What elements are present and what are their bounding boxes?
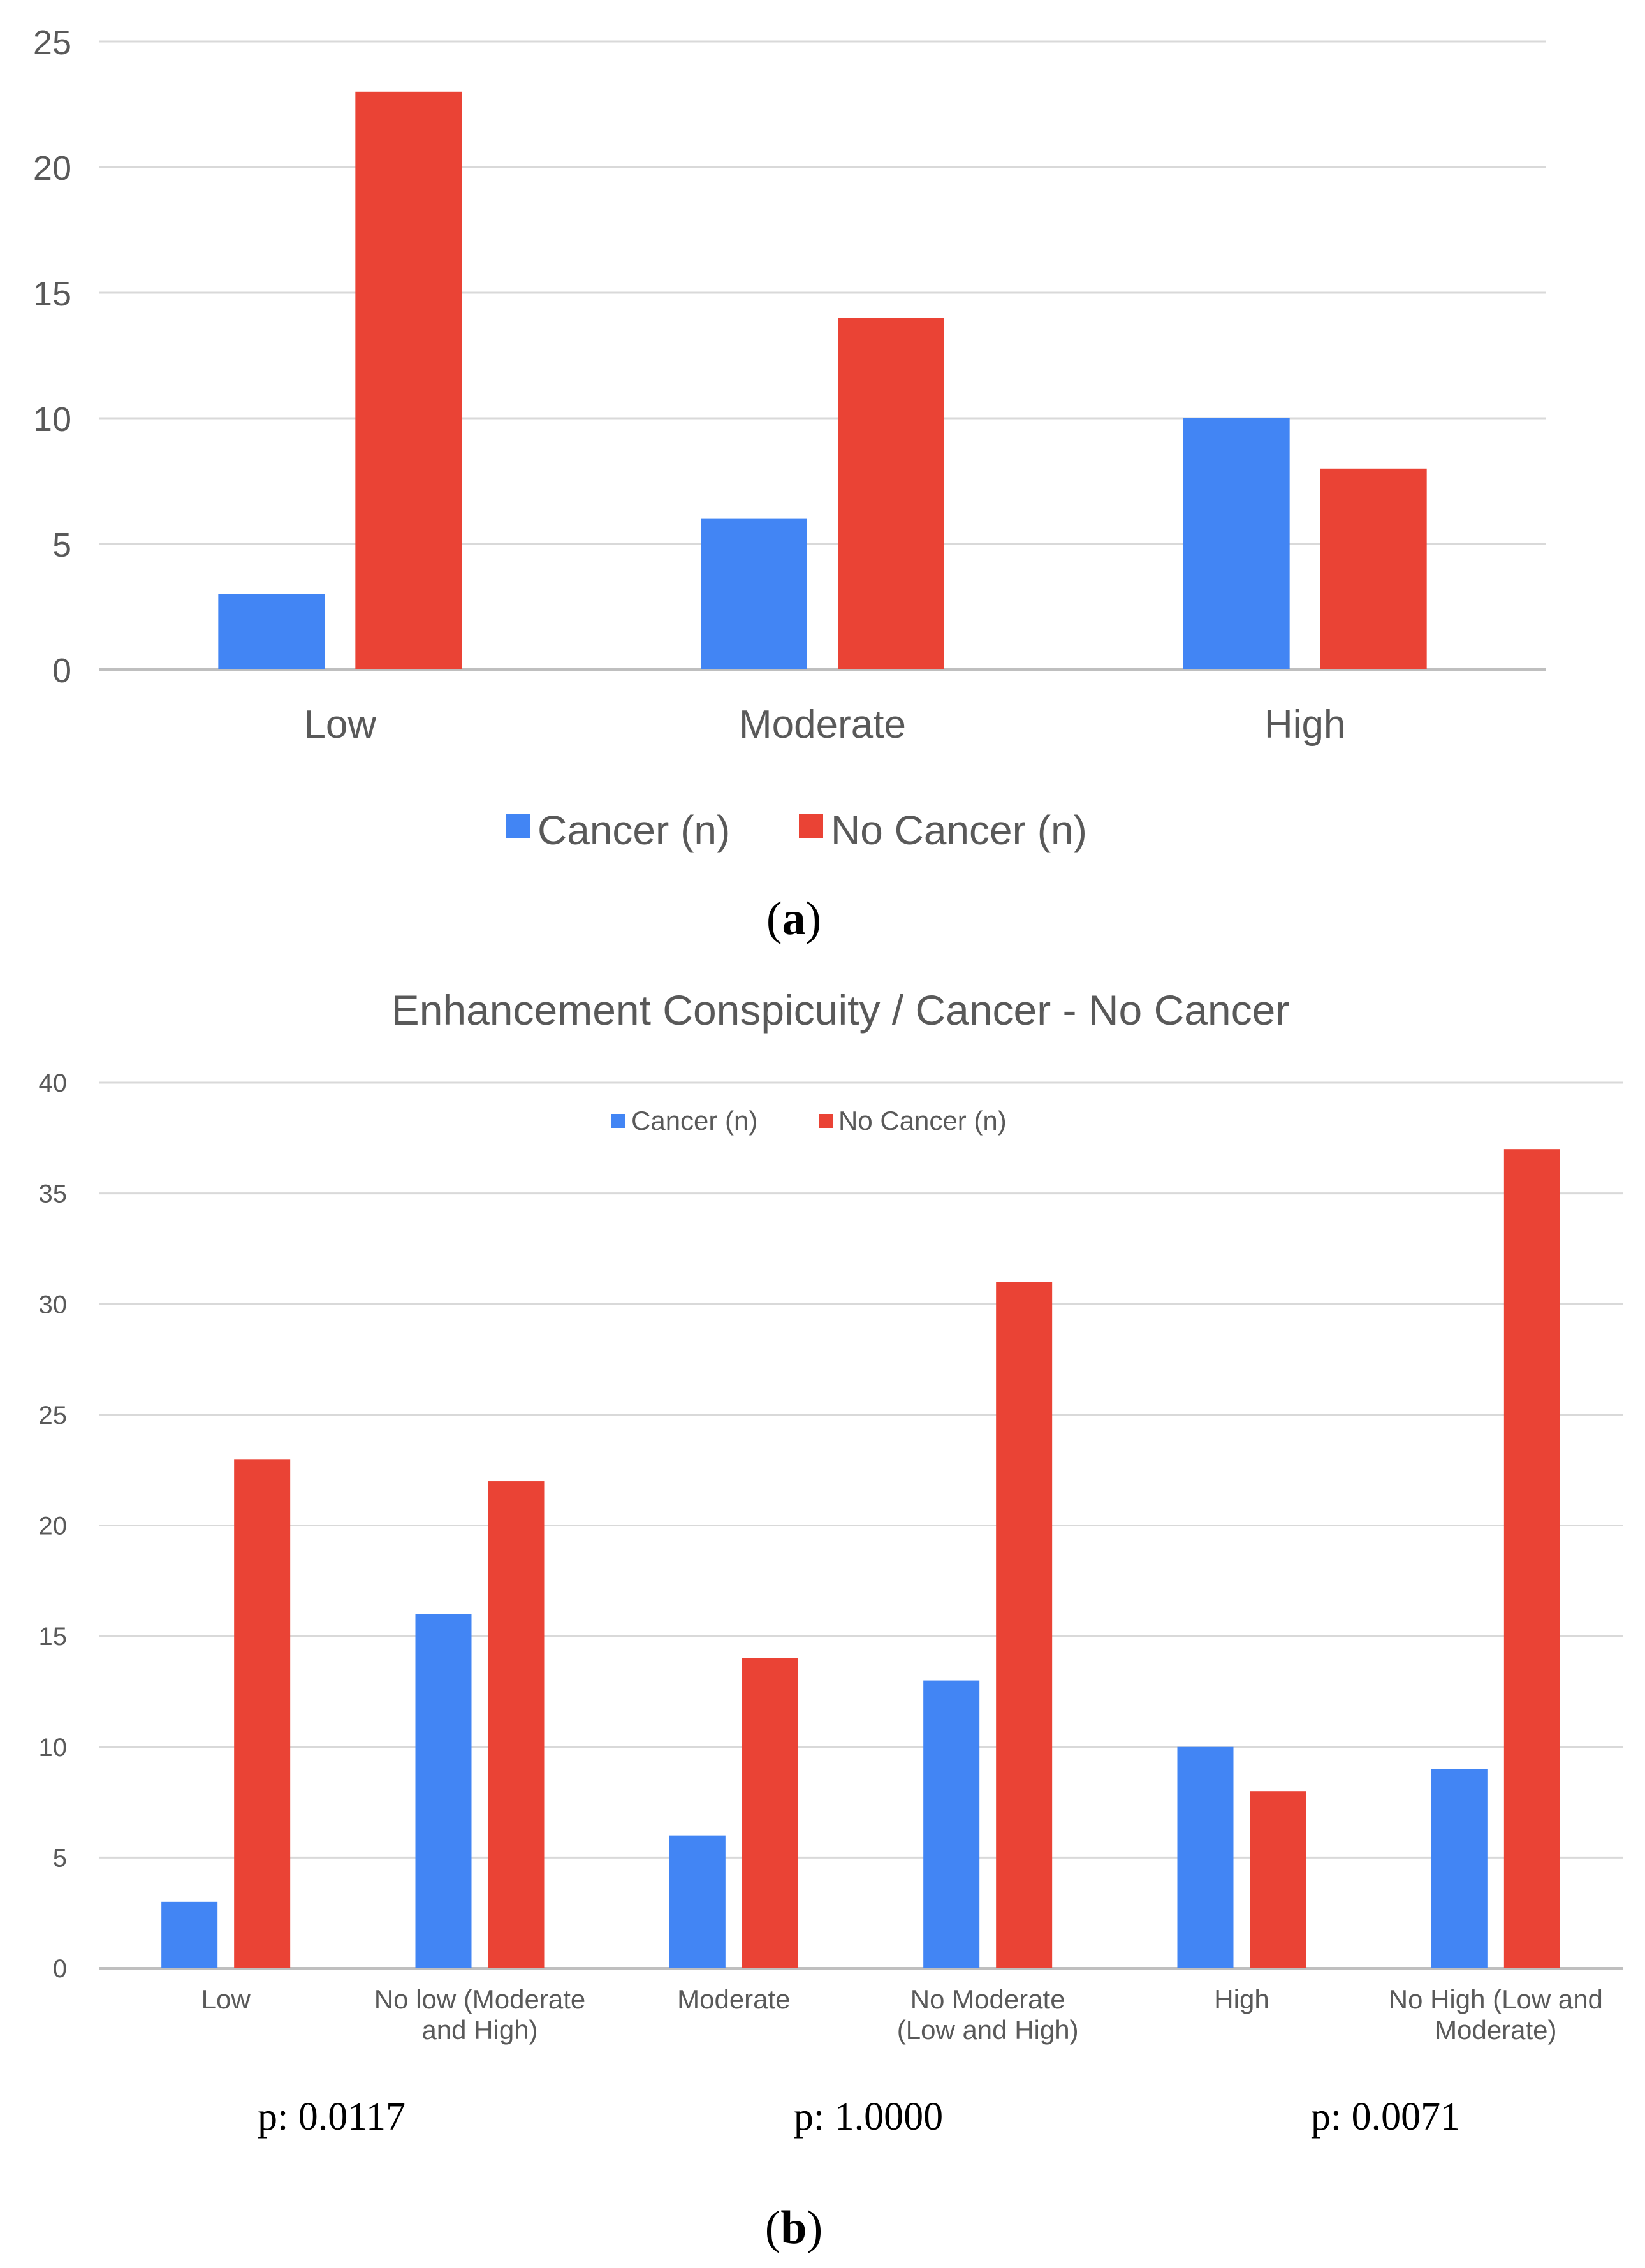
y-tick-label: 0 bbox=[53, 1955, 67, 1983]
chart-panel-b: Enhancement Conspicuity / Cancer - No Ca… bbox=[39, 986, 1623, 2254]
y-tick-label: 0 bbox=[52, 652, 71, 690]
bar-no-cancer-low bbox=[234, 1459, 291, 1968]
legend-swatch-cancer bbox=[611, 1114, 625, 1128]
bars bbox=[161, 1149, 1560, 1968]
chart-panel-a: 0 5 10 15 20 25 Low Moderate High Cancer (n) No… bbox=[33, 24, 1546, 945]
x-category-label: High bbox=[1264, 703, 1346, 747]
x-category-label: Moderate bbox=[739, 703, 906, 747]
legend-label-cancer: Cancer (n) bbox=[631, 1106, 757, 1136]
x-category-label: No Moderate (Low and High) bbox=[897, 1984, 1079, 2045]
bar-cancer-moderate bbox=[669, 1835, 726, 1968]
bar-no-cancer-no-low-moderate-and-high bbox=[488, 1481, 545, 1968]
legend-swatch-cancer bbox=[506, 814, 530, 838]
legend-swatch-no-cancer bbox=[799, 814, 823, 838]
bar-cancer-high bbox=[1177, 1746, 1234, 1968]
y-axis-ticks: 0 5 10 15 20 25 30 35 40 bbox=[39, 1069, 68, 1983]
y-tick-label: 15 bbox=[39, 1623, 68, 1651]
y-tick-label: 30 bbox=[39, 1291, 68, 1319]
x-axis-categories: Low Moderate High bbox=[303, 703, 1345, 747]
y-tick-label: 5 bbox=[53, 1844, 67, 1872]
bars bbox=[218, 91, 1427, 670]
bar-no-cancer-high bbox=[1250, 1791, 1306, 1968]
y-tick-label: 35 bbox=[39, 1180, 68, 1208]
y-tick-label: 10 bbox=[33, 400, 71, 439]
bar-cancer-no-high-low-and-moderate bbox=[1431, 1769, 1488, 1968]
x-category-label: No low (Moderate and High) bbox=[374, 1984, 585, 2045]
x-category-label: Low bbox=[303, 703, 376, 747]
y-tick-label: 25 bbox=[33, 24, 71, 62]
y-tick-label: 15 bbox=[33, 275, 71, 313]
p-value-annotations: p: 0.0117 p: 1.0000 p: 0.0071 bbox=[258, 2095, 1460, 2139]
legend-swatch-no-cancer bbox=[819, 1114, 833, 1128]
p-value-moderate: p: 1.0000 bbox=[794, 2095, 943, 2139]
x-category-label: High bbox=[1214, 1984, 1269, 2014]
legend-label-no-cancer: No Cancer (n) bbox=[831, 807, 1087, 853]
x-category-label: No High (Low and Moderate) bbox=[1389, 1984, 1603, 2045]
bar-cancer-low bbox=[218, 594, 325, 669]
bar-cancer-low bbox=[161, 1901, 218, 1968]
y-tick-label: 20 bbox=[39, 1512, 68, 1540]
y-tick-label: 25 bbox=[39, 1401, 68, 1430]
bar-cancer-moderate bbox=[701, 518, 807, 669]
y-tick-label: 10 bbox=[39, 1734, 68, 1762]
bar-no-cancer-moderate bbox=[838, 318, 944, 669]
bar-no-cancer-moderate bbox=[742, 1658, 798, 1968]
y-tick-label: 20 bbox=[33, 149, 71, 187]
x-category-label: Moderate bbox=[677, 1984, 790, 2014]
legend: Cancer (n) No Cancer (n) bbox=[506, 807, 1087, 853]
bar-no-cancer-no-moderate-low-and-high bbox=[996, 1282, 1053, 1968]
y-tick-label: 40 bbox=[39, 1069, 68, 1097]
legend-label-no-cancer: No Cancer (n) bbox=[838, 1106, 1007, 1136]
x-category-label: Low bbox=[201, 1984, 251, 2014]
p-value-low: p: 0.0117 bbox=[258, 2095, 406, 2139]
grid-lines bbox=[99, 1081, 1623, 1970]
x-axis-categories: Low No low (Moderate and High) Moderate No M… bbox=[201, 1984, 1603, 2045]
chart-title: Enhancement Conspicuity / Cancer - No Ca… bbox=[391, 986, 1290, 1034]
y-tick-label: 5 bbox=[52, 526, 71, 564]
panel-label-b: (b) bbox=[765, 2202, 822, 2254]
panel-letter-a: a bbox=[782, 893, 806, 945]
legend: Cancer (n) No Cancer (n) bbox=[611, 1106, 1007, 1136]
p-value-high: p: 0.0071 bbox=[1311, 2095, 1460, 2139]
bar-cancer-no-low-moderate-and-high bbox=[415, 1614, 472, 1968]
bar-cancer-high bbox=[1183, 418, 1290, 669]
bar-no-cancer-high bbox=[1320, 468, 1427, 669]
panel-letter-b: b bbox=[780, 2202, 807, 2254]
legend-label-cancer: Cancer (n) bbox=[537, 807, 730, 853]
panel-label-a: (a) bbox=[766, 893, 821, 945]
y-axis-ticks: 0 5 10 15 20 25 bbox=[33, 24, 71, 690]
bar-cancer-no-moderate-low-and-high bbox=[923, 1680, 980, 1968]
grid-lines bbox=[99, 40, 1546, 671]
bar-no-cancer-low bbox=[355, 91, 462, 670]
bar-no-cancer-no-high-low-and-moderate bbox=[1503, 1149, 1560, 1968]
